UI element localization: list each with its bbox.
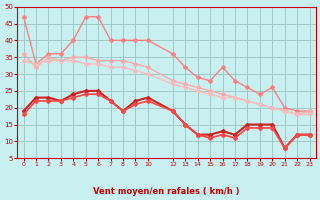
X-axis label: Vent moyen/en rafales ( km/h ): Vent moyen/en rafales ( km/h ) xyxy=(93,187,240,196)
